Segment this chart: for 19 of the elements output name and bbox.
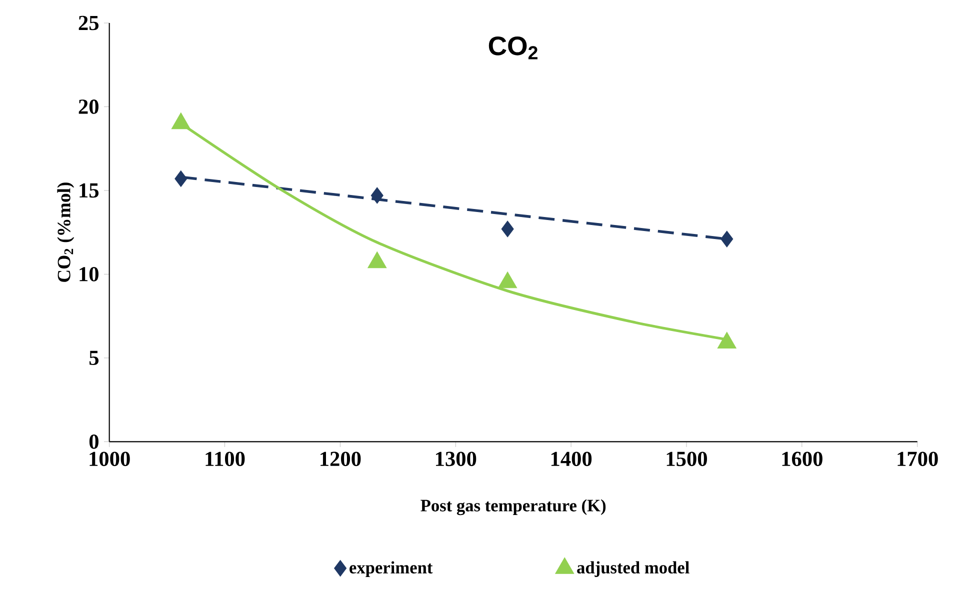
- y-tick-label: 20: [78, 100, 98, 114]
- y-axis-title: CO$_{2}$ (%mol): [57, 182, 74, 282]
- x-tick-label: 1300: [436, 452, 476, 466]
- y-tick-label: 10: [80, 267, 98, 282]
- y-tick-label: 15: [80, 183, 99, 198]
- x-tick-label: 1100: [206, 452, 245, 466]
- legend-label: experiment: [350, 561, 433, 577]
- legend-label: adjusted model: [577, 561, 690, 577]
- x-tick-label: 1500: [666, 452, 707, 466]
- x-tick-label: 1600: [782, 452, 822, 466]
- y-tick-label: 0: [89, 434, 98, 449]
- x-tick-label: 1200: [320, 452, 361, 466]
- x-axis-title: Post gas temperature (K): [420, 499, 606, 516]
- y-tick-label: 25: [78, 16, 99, 30]
- chart-title: CO$_{2}$: [488, 36, 538, 60]
- x-tick-label: 1700: [898, 452, 938, 466]
- x-tick-label: 1400: [551, 452, 592, 466]
- y-tick-label: 5: [89, 350, 99, 366]
- x-tick-label: 1000: [90, 452, 130, 466]
